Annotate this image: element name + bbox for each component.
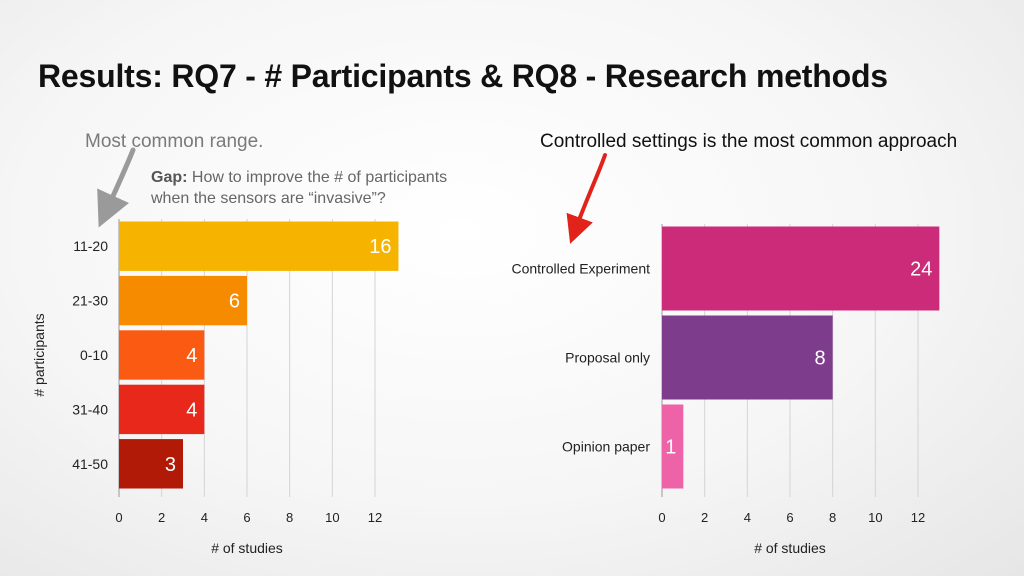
- most-common-annotation: Most common range.: [85, 131, 264, 152]
- bar-proposal-only: [662, 315, 833, 400]
- bar-value-label: 8: [815, 348, 826, 370]
- x-tick-label: 2: [701, 510, 708, 525]
- gap-text-line2: when the sensors are “invasive”?: [151, 190, 386, 207]
- x-tick-label: 8: [829, 510, 836, 525]
- bar-opinion-paper: [662, 404, 684, 489]
- bar-value-label: 16: [369, 236, 391, 258]
- y-axis-title: # participants: [31, 313, 47, 396]
- x-tick-label: 4: [744, 510, 751, 525]
- bar-controlled-experiment: [662, 226, 940, 311]
- bar-21-30: [119, 275, 247, 326]
- x-tick-label: 0: [658, 510, 665, 525]
- gap-text-line1: How to improve the # of participants: [187, 169, 448, 186]
- gap-label: Gap:: [151, 169, 188, 186]
- x-tick-label: 6: [243, 510, 250, 525]
- x-tick-label: 4: [201, 510, 208, 525]
- category-label: 0-10: [80, 347, 108, 363]
- bar-value-label: 24: [910, 259, 932, 281]
- x-tick-label: 8: [286, 510, 293, 525]
- bar-value-label: 3: [165, 454, 176, 476]
- category-label: 11-20: [73, 238, 108, 254]
- x-tick-label: 12: [911, 510, 925, 525]
- category-label: Proposal only: [565, 350, 650, 366]
- x-tick-label: 2: [158, 510, 165, 525]
- x-tick-label: 0: [115, 510, 122, 525]
- category-label: 41-50: [72, 456, 108, 472]
- bar-value-label: 6: [229, 291, 240, 313]
- x-tick-label: 10: [868, 510, 882, 525]
- gap-annotation: Gap: How to improve the # of participant…: [151, 167, 447, 209]
- category-label: Opinion paper: [562, 439, 650, 455]
- red-arrow-icon: [566, 153, 607, 244]
- x-tick-label: 12: [368, 510, 382, 525]
- controlled-annotation: Controlled settings is the most common a…: [540, 131, 958, 152]
- x-tick-label: 6: [786, 510, 793, 525]
- x-tick-label: 10: [325, 510, 339, 525]
- x-axis-title: # of studies: [754, 540, 826, 556]
- bar-0-10: [119, 330, 205, 380]
- category-label: 31-40: [72, 401, 108, 417]
- gray-arrow-icon: [97, 147, 136, 228]
- bar-value-label: 4: [186, 345, 197, 367]
- x-axis-title: # of studies: [211, 540, 283, 556]
- bar-value-label: 1: [665, 437, 676, 459]
- bar-value-label: 4: [186, 399, 197, 421]
- bar-31-40: [119, 384, 205, 435]
- category-label: Controlled Experiment: [511, 261, 650, 277]
- bar-11-20: [119, 221, 399, 271]
- slide-title: Results: RQ7 - # Participants & RQ8 - Re…: [38, 58, 888, 94]
- category-label: 21-30: [72, 293, 108, 309]
- bar-41-50: [119, 439, 183, 489]
